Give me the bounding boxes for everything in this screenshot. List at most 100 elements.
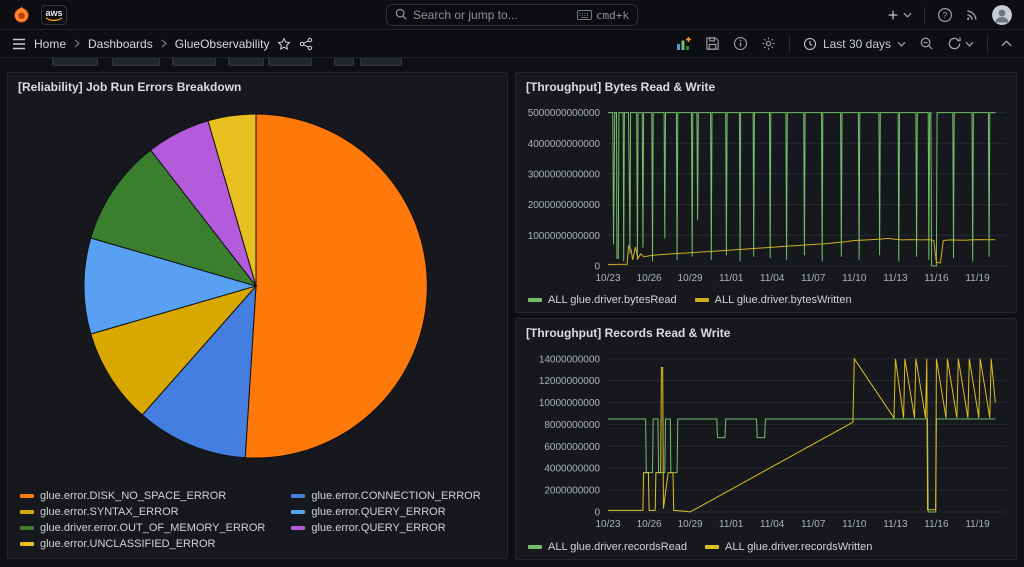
star-icon [277,36,292,50]
svg-text:5000000000000: 5000000000000 [528,108,601,119]
zoom-out-time-button[interactable] [919,36,934,51]
refresh-icon [948,37,961,50]
pie-slice-0[interactable] [244,113,428,459]
series-legend-item[interactable]: ALL glue.driver.recordsRead [528,541,687,553]
panel-title[interactable]: [Throughput] Bytes Read & Write [526,80,716,94]
pie-legend-item[interactable]: glue.error.DISK_NO_SPACE_ERROR [20,490,265,502]
time-range-picker[interactable]: Last 30 days [803,37,906,51]
pie-legend-item[interactable]: glue.error.QUERY_ERROR [291,522,480,534]
pie-legend-item[interactable]: glue.error.UNCLASSIFIED_ERROR [20,538,265,550]
pie-legend-item[interactable]: glue.error.SYNTAX_ERROR [20,506,265,518]
svg-text:10/23: 10/23 [595,273,620,284]
search-input[interactable] [413,8,571,22]
svg-text:?: ? [943,10,948,20]
chevron-up-icon [1001,40,1012,47]
legend-color-swatch [20,510,34,514]
variable-value: All [130,58,142,61]
variable-dropdown-6[interactable] [334,58,354,66]
legend-label: glue.error.CONNECTION_ERROR [311,490,481,502]
bytes-legend: ALL glue.driver.bytesRead ALL glue.driver… [516,293,1016,312]
breadcrumb-current-dashboard[interactable]: GlueObservability [174,36,270,51]
svg-text:10/23: 10/23 [595,519,620,530]
svg-text:10/26: 10/26 [637,519,662,530]
add-new-button[interactable] [886,8,912,22]
svg-text:11/10: 11/10 [842,273,867,284]
collapse-toolbar-button[interactable] [1001,40,1012,47]
legend-color-swatch [20,494,34,498]
panel-title[interactable]: [Reliability] Job Run Errors Breakdown [18,80,242,94]
share-dashboard-button[interactable] [299,37,313,51]
pie-slice-4[interactable] [90,149,258,287]
save-dashboard-button[interactable] [705,36,720,51]
pie-slice-1[interactable] [141,284,257,459]
dashboard-canvas: All All All All All [Reliability] Job Ru… [0,58,1024,567]
search-bar[interactable]: cmd+k [386,4,638,26]
variable-value: All [284,58,296,61]
dashboard-settings-button[interactable] [761,36,776,51]
svg-text:11/13: 11/13 [883,519,908,530]
pie-legend-item[interactable]: glue.error.CONNECTION_ERROR [291,490,481,502]
variable-dropdown-7[interactable]: All [360,58,402,66]
pie-slice-3[interactable] [83,237,258,335]
variable-value: All [375,58,387,61]
svg-text:11/16: 11/16 [924,519,949,530]
refresh-dashboard-button[interactable] [947,36,974,51]
breadcrumb-dashboards[interactable]: Dashboards [88,36,153,51]
news-button[interactable] [965,7,980,22]
dashboard-insights-button[interactable] [733,36,748,51]
svg-text:11/13: 11/13 [883,273,908,284]
help-button[interactable]: ? [937,7,953,23]
template-variables-row: All All All All All [0,58,1024,66]
svg-text:0: 0 [594,508,600,519]
add-panel-button[interactable] [676,36,692,52]
divider [924,6,925,23]
variable-dropdown-2[interactable]: All [112,58,160,66]
variable-dropdown-3[interactable]: All [172,58,216,66]
svg-text:14000000000: 14000000000 [539,354,601,365]
plus-icon [888,10,898,19]
variable-dropdown-1[interactable]: All [52,58,98,66]
panel-title[interactable]: [Throughput] Records Read & Write [526,326,731,340]
favorite-button[interactable] [277,36,292,51]
gear-icon [762,37,775,50]
series-legend-item[interactable]: ALL glue.driver.recordsWritten [705,541,872,553]
svg-text:11/04: 11/04 [760,273,785,284]
legend-label: glue.driver.error.OUT_OF_MEMORY_ERROR [40,522,266,534]
timeseries-records-chart[interactable]: 0 2000000000 4000000000 6000000000 800000000… [522,342,1012,532]
zoom-out-icon [920,37,933,50]
menu-toggle-button[interactable] [12,38,26,50]
legend-label: glue.error.SYNTAX_ERROR [40,506,179,518]
series-legend-item[interactable]: ALL glue.driver.bytesWritten [694,294,852,306]
series-legend-item[interactable]: ALL glue.driver.bytesRead [528,294,677,306]
records-legend: ALL glue.driver.recordsRead ALL glue.driv… [516,540,1016,559]
legend-color-swatch [20,526,34,530]
add-panel-icon [676,36,691,50]
pie-slice-2[interactable] [90,285,258,416]
legend-label: glue.error.DISK_NO_SPACE_ERROR [40,490,227,502]
legend-color-swatch [291,494,306,498]
share-icon [300,37,313,50]
svg-text:10/29: 10/29 [678,273,703,284]
timeseries-bytes-chart[interactable]: 0 1000000000000 2000000000000 3000000000000… [522,96,1012,286]
breadcrumb-home[interactable]: Home [34,36,67,51]
legend-label: ALL glue.driver.recordsWritten [725,541,873,553]
save-icon [706,37,719,50]
legend-label: ALL glue.driver.bytesRead [548,294,677,306]
legend-label: ALL glue.driver.bytesWritten [714,294,852,306]
pie-slice-6[interactable] [207,113,257,287]
svg-text:10/29: 10/29 [678,519,703,530]
pie-legend-item[interactable]: glue.driver.error.OUT_OF_MEMORY_ERROR [20,522,265,534]
divider [987,35,988,52]
svg-text:3000000000000: 3000000000000 [528,170,601,181]
svg-text:11/19: 11/19 [965,519,990,530]
legend-color-swatch [694,298,709,302]
chevron-right-icon [74,39,81,48]
user-avatar[interactable] [992,4,1012,25]
legend-color-swatch [20,542,34,546]
pie-legend-item[interactable]: glue.error.QUERY_ERROR [291,506,480,518]
variable-dropdown-4[interactable] [228,58,264,66]
variable-dropdown-5[interactable]: All [268,58,312,66]
pie-chart[interactable] [8,96,493,476]
dashboard-toolbar: Home Dashboards GlueObservability Last 3… [0,30,1024,58]
grafana-logo[interactable] [12,5,31,24]
